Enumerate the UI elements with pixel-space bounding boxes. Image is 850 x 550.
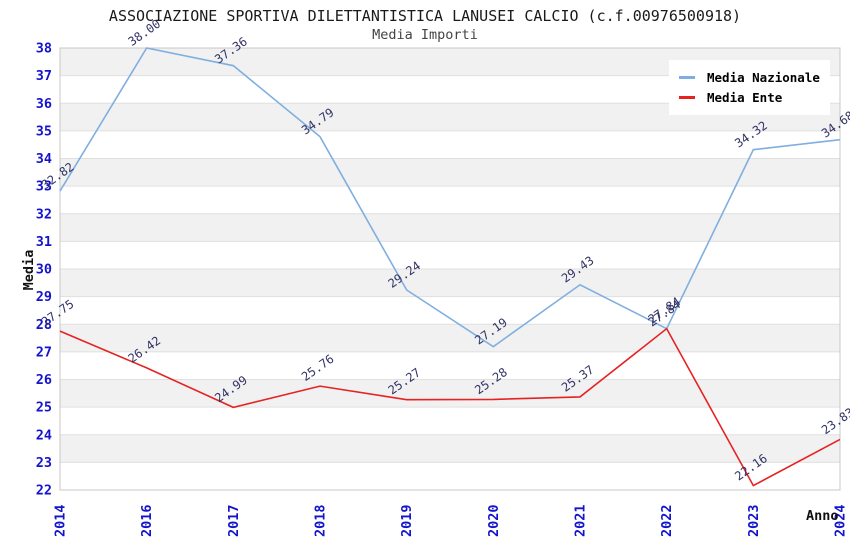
x-tick-label: 2017: [226, 504, 242, 537]
legend: Media Nazionale Media Ente: [669, 60, 830, 115]
x-tick-label: 2023: [746, 504, 762, 537]
plot-band: [60, 213, 840, 242]
y-tick-label: 33: [36, 179, 52, 195]
plot-band: [60, 186, 840, 214]
x-tick-label: 2022: [659, 504, 675, 537]
x-tick-label: 2021: [573, 504, 589, 537]
y-tick-label: 36: [36, 96, 52, 112]
series-line-1: [59, 327, 841, 487]
legend-label-media-nazionale: Media Nazionale: [707, 69, 820, 85]
plot-band: [60, 462, 840, 490]
chart-subtitle: Media Importi: [372, 27, 478, 43]
media-nazionale-line-swatch-icon: [679, 75, 695, 79]
plot-band: [60, 158, 840, 187]
y-tick-label: 22: [36, 483, 52, 499]
plot-band: [60, 296, 840, 325]
y-tick-label: 29: [36, 289, 52, 305]
plot-band: [60, 241, 840, 269]
y-axis-title: Media: [21, 249, 37, 291]
y-tick-label: 30: [36, 262, 52, 278]
y-tick-label: 31: [36, 234, 52, 250]
y-tick-label: 23: [36, 455, 52, 471]
y-tick-label: 26: [36, 372, 52, 388]
plot-band: [60, 269, 840, 297]
y-tick-label: 27: [36, 344, 52, 360]
media-ente-line-swatch-icon: [679, 95, 695, 99]
plot-band: [60, 434, 840, 463]
y-tick-label: 25: [36, 400, 52, 416]
y-tick-label: 32: [36, 206, 52, 222]
x-axis-title: Anno: [806, 508, 839, 524]
x-tick-label: 2020: [486, 504, 502, 537]
legend-item-media-ente: Media Ente: [679, 87, 820, 107]
x-tick-label: 2019: [399, 504, 415, 537]
plot-band: [60, 324, 840, 352]
y-tick-label: 38: [36, 41, 52, 57]
x-tick-label: 2024: [833, 504, 849, 537]
plot-band: [60, 379, 840, 408]
y-tick-label: 35: [36, 123, 52, 139]
y-tick-label: 37: [36, 68, 52, 84]
plot-border: [59, 47, 841, 491]
chart-title: ASSOCIAZIONE SPORTIVA DILETTANTISTICA LA…: [108, 7, 742, 25]
x-tick-label: 2014: [53, 504, 69, 537]
x-tick-label: 2018: [313, 504, 329, 537]
point-value-label: 38.00: [126, 17, 164, 49]
legend-item-media-nazionale: Media Nazionale: [679, 67, 820, 87]
legend-label-media-ente: Media Ente: [707, 89, 783, 105]
plot-band: [60, 351, 840, 380]
y-tick-label: 24: [36, 427, 52, 443]
y-tick-label: 28: [36, 317, 52, 333]
plot-band: [60, 130, 840, 159]
plot-band: [60, 407, 840, 435]
x-tick-label: 2016: [139, 504, 155, 537]
y-tick-label: 34: [36, 151, 52, 167]
series-line-0: [59, 47, 841, 348]
